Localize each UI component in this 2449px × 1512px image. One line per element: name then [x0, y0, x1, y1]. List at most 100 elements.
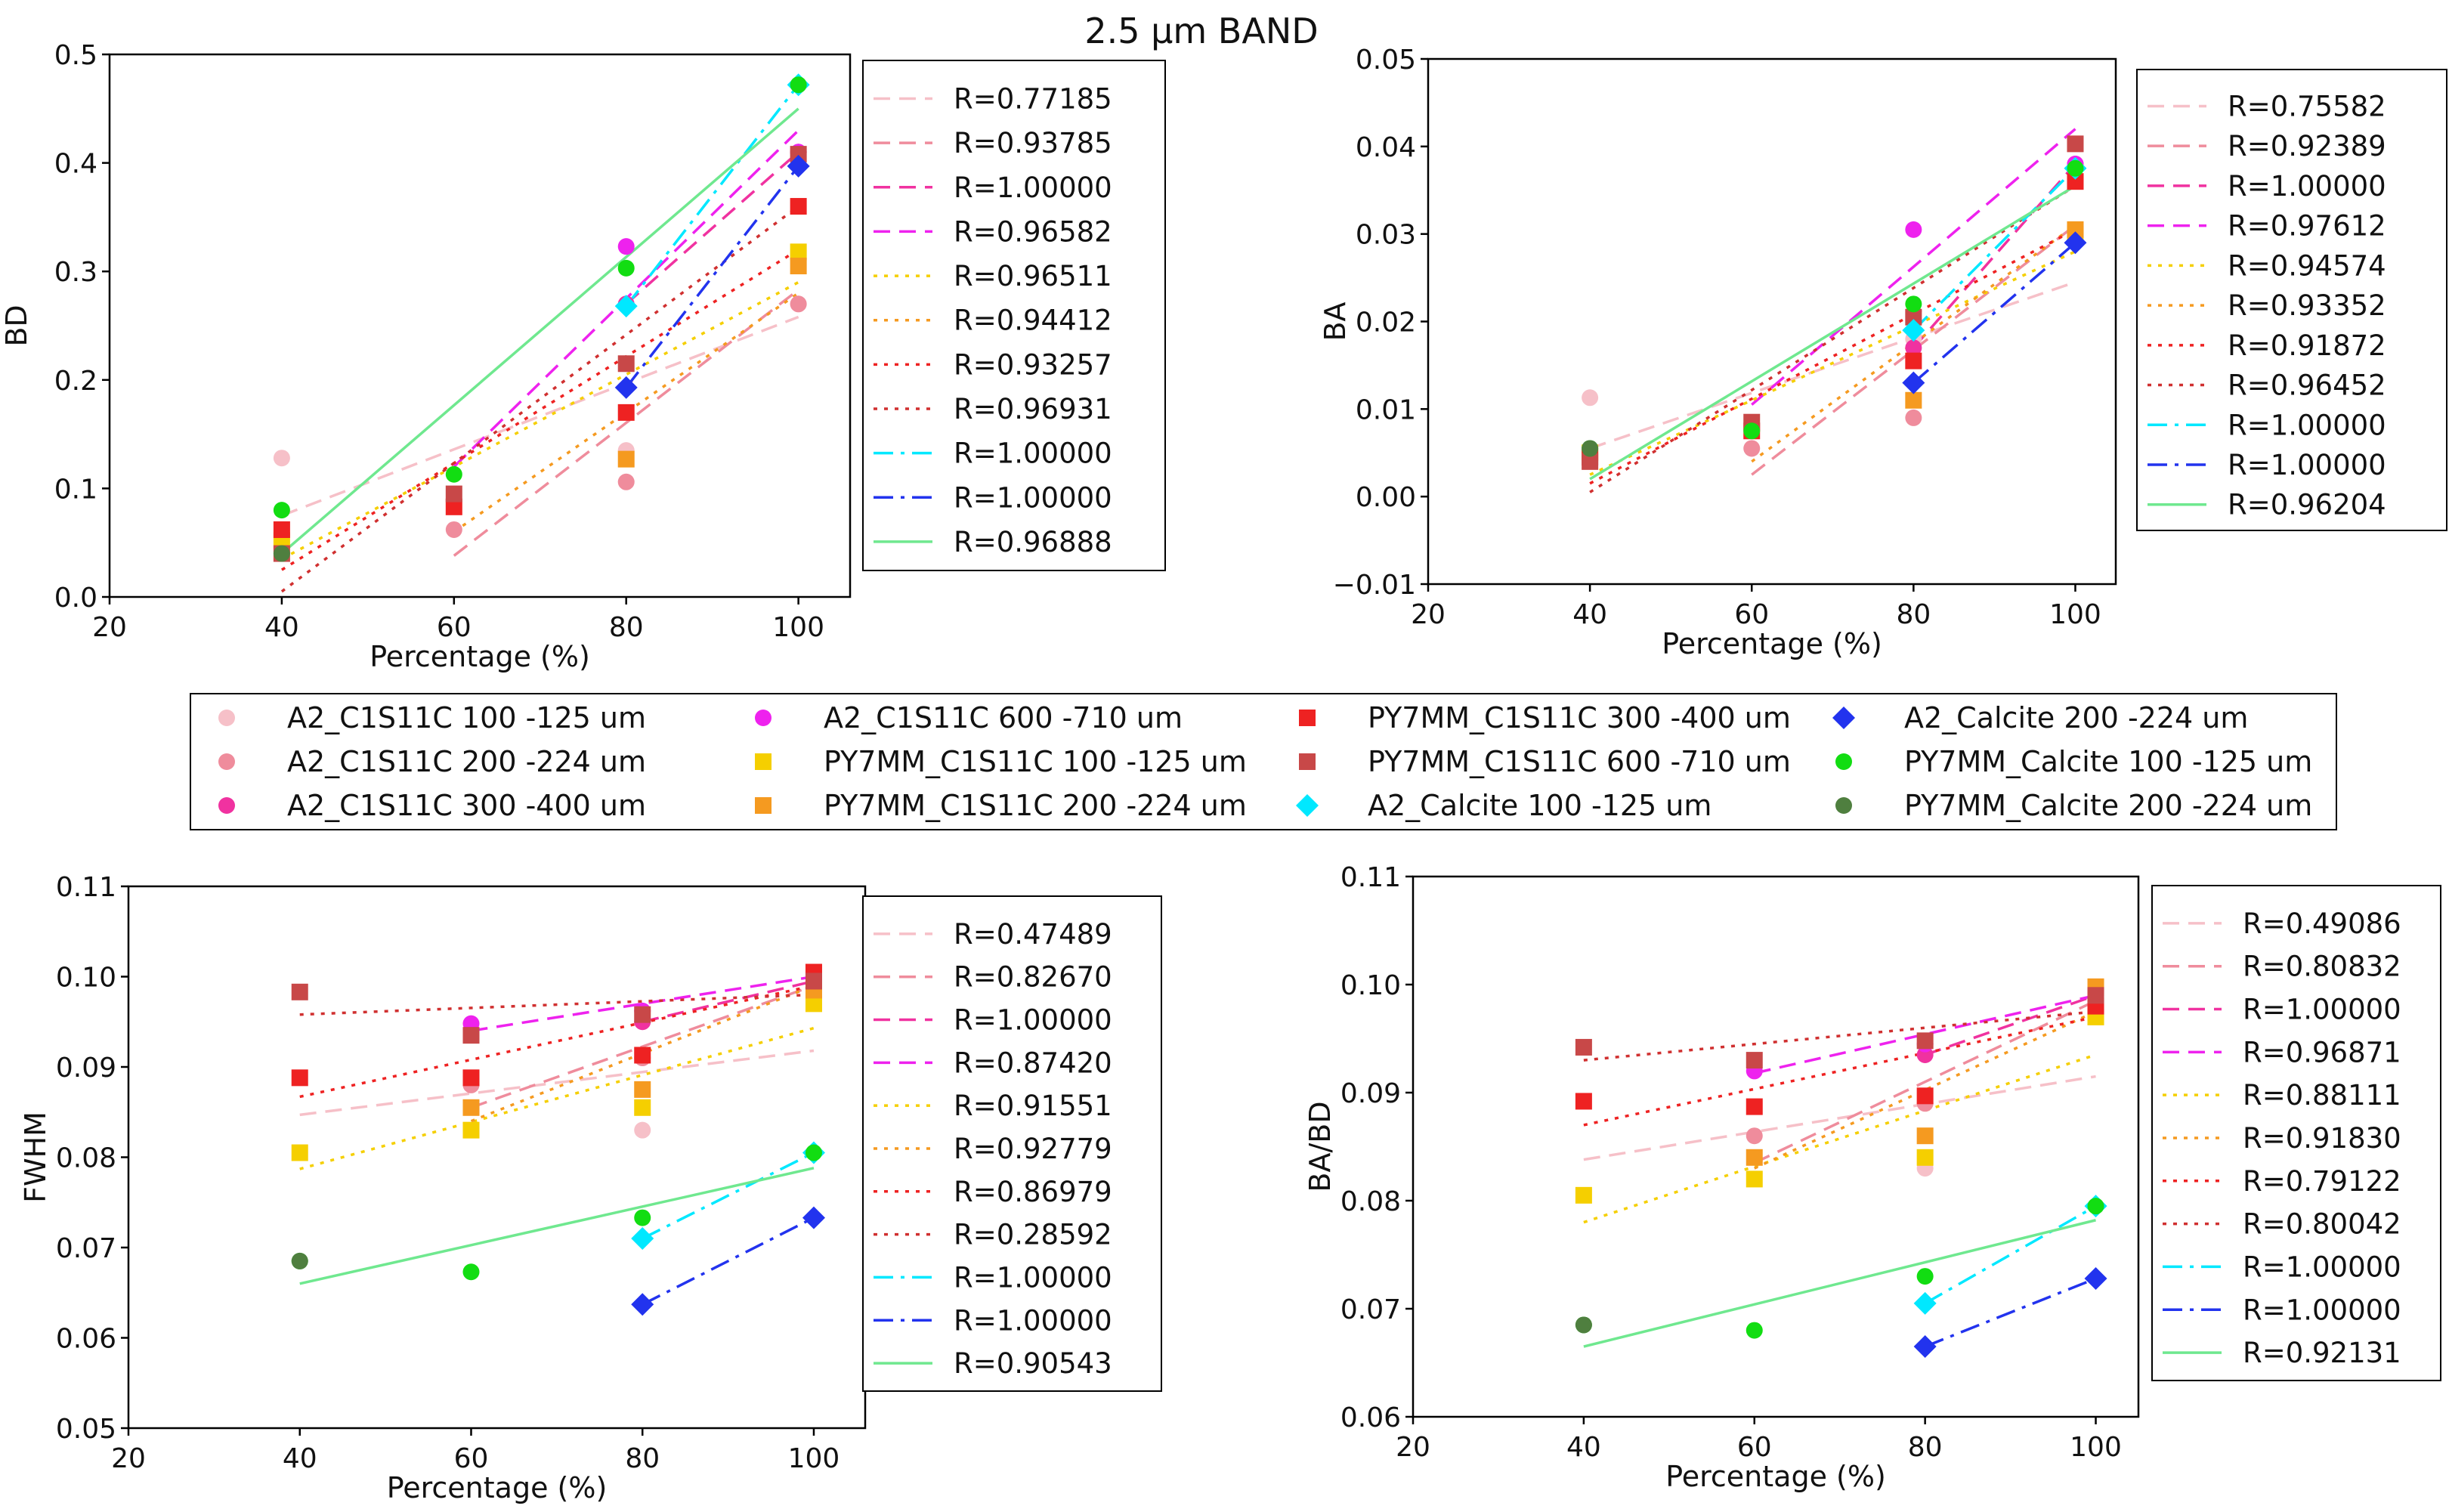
data-point-1-series-12: [273, 545, 290, 562]
r-legend-value-2: R=0.97612: [2228, 210, 2386, 243]
fit-line-1-series-2: [453, 289, 799, 557]
data-point-3-series-7: [634, 1047, 651, 1064]
fit-line-3-series-11: [299, 1167, 815, 1285]
r-legend-value-3: R=0.91551: [954, 1090, 1112, 1122]
data-point-1-series-11: [445, 465, 462, 483]
data-point-1-series-11: [790, 76, 807, 94]
data-point-1-series-2: [445, 521, 462, 538]
data-point-4-series-8: [1746, 1052, 1763, 1069]
data-point-2-series-7: [1905, 352, 1922, 369]
fit-line-2-series-11: [1589, 184, 2076, 481]
data-point-1-series-8: [445, 485, 462, 502]
data-point-2-series-6: [2067, 221, 2084, 238]
data-point-3-series-7: [291, 1069, 308, 1087]
r-legend-value-3: R=0.92779: [954, 1133, 1112, 1165]
series-legend-label: PY7MM_C1S11C 200 -224 um: [824, 789, 1247, 822]
series-legend-box: [190, 693, 2337, 830]
fit-line-3-series-3: [642, 979, 815, 1023]
data-point-3-series-10: [802, 1206, 825, 1229]
fit-line-2-series-9: [1913, 167, 2076, 332]
data-point-4-series-8: [1916, 1032, 1934, 1050]
data-point-1-series-8: [617, 355, 635, 373]
y-axis-label-1: BD: [0, 305, 33, 346]
data-point-1-series-2: [617, 473, 635, 490]
data-point-3-series-9: [631, 1227, 654, 1251]
r-legend-value-4: R=1.00000: [2243, 1294, 2401, 1326]
y-tick-label-2: 0.04: [1356, 132, 1416, 163]
data-point-3-series-5: [462, 1121, 480, 1139]
fit-line-3-series-9: [642, 1151, 815, 1240]
fit-line-2-series-4: [1751, 128, 2076, 406]
x-axis-label-1: Percentage (%): [370, 640, 590, 673]
data-point-2-series-4: [1905, 221, 1922, 238]
r-legend-value-4: R=0.79122: [2243, 1165, 2401, 1198]
data-point-4-series-11: [1746, 1322, 1763, 1339]
series-legend-label: PY7MM_Calcite 100 -125 um: [1904, 745, 2312, 778]
data-point-3-series-6: [634, 1081, 651, 1098]
fit-line-4-series-11: [1583, 1219, 2096, 1348]
fit-line-1-series-8: [280, 205, 799, 593]
series-legend-label: PY7MM_C1S11C 100 -125 um: [824, 745, 1247, 778]
series-legend-marker: [1296, 794, 1319, 817]
r-legend-value-1: R=0.94412: [954, 305, 1112, 337]
data-point-1-series-6: [790, 258, 807, 275]
series-legend-label: A2_C1S11C 200 -224 um: [287, 745, 646, 778]
r-legend-box-3: [862, 895, 1162, 1392]
fit-line-2-series-8: [1589, 184, 2076, 493]
fit-line-4-series-2: [1754, 999, 2097, 1164]
data-point-1-series-11: [617, 259, 635, 277]
y-tick-label-2: 0.01: [1356, 394, 1416, 425]
r-legend-value-4: R=0.92131: [2243, 1337, 2401, 1369]
r-legend-value-1: R=0.96888: [954, 526, 1112, 558]
data-point-1-series-7: [273, 521, 290, 538]
r-legend-value-2: R=1.00000: [2228, 449, 2386, 481]
series-legend-marker: [755, 753, 771, 770]
data-point-3-series-5: [805, 995, 822, 1013]
data-point-2-series-12: [1582, 440, 1599, 457]
data-point-1-series-7: [445, 498, 462, 515]
r-legend-value-3: R=0.86979: [954, 1176, 1112, 1208]
fit-line-3-series-4: [471, 975, 815, 1032]
r-legend-box-1: [862, 60, 1166, 571]
data-point-3-series-7: [462, 1069, 480, 1087]
y-tick-label-1: 0.0: [54, 583, 97, 614]
data-point-3-series-5: [291, 1144, 308, 1161]
r-legend-value-1: R=1.00000: [954, 438, 1112, 470]
y-tick-label-3: 0.11: [56, 872, 116, 903]
x-tick-label-3: 20: [111, 1443, 146, 1474]
y-tick-label-2: 0.03: [1356, 220, 1416, 251]
fit-line-4-series-5: [1583, 1053, 2097, 1224]
x-tick-label-3: 100: [788, 1443, 840, 1474]
x-axis-label-2: Percentage (%): [1662, 627, 1882, 660]
fit-line-1-series-5: [281, 281, 799, 561]
y-tick-label-4: 0.11: [1340, 862, 1401, 893]
plot-frame-1: [108, 53, 852, 598]
data-point-2-series-11: [2067, 159, 2084, 177]
r-legend-value-2: R=0.96204: [2228, 489, 2386, 521]
r-legend-value-4: R=0.88111: [2243, 1079, 2401, 1112]
fit-line-2-series-2: [1751, 224, 2076, 476]
data-point-1-series-8: [790, 146, 807, 163]
x-tick-label-3: 80: [625, 1443, 660, 1474]
series-legend-label: PY7MM_Calcite 200 -224 um: [1904, 789, 2312, 822]
data-point-1-series-4: [617, 238, 635, 255]
data-point-1-series-10: [787, 154, 810, 178]
data-point-3-series-12: [291, 1252, 308, 1269]
x-tick-label-4: 80: [1908, 1432, 1943, 1463]
r-legend-value-1: R=0.93785: [954, 127, 1112, 159]
y-tick-label-3: 0.08: [56, 1143, 116, 1174]
data-point-1-series-11: [273, 502, 290, 519]
data-point-3-series-11: [634, 1209, 651, 1226]
data-point-4-series-10: [1913, 1335, 1937, 1359]
data-point-1-series-9: [614, 295, 638, 318]
data-point-3-series-11: [462, 1263, 480, 1281]
series-legend-label: A2_Calcite 200 -224 um: [1904, 701, 2248, 734]
data-point-2-series-2: [1743, 440, 1761, 457]
data-point-3-series-6: [462, 1099, 480, 1116]
r-legend-value-2: R=0.93352: [2228, 289, 2386, 322]
x-tick-label-2: 20: [1411, 599, 1446, 630]
y-axis-label-4: BA/BD: [1303, 1101, 1337, 1192]
series-legend-label: PY7MM_C1S11C 600 -710 um: [1368, 745, 1791, 778]
r-legend-value-3: R=0.87420: [954, 1047, 1112, 1079]
data-point-3-series-5: [634, 1099, 651, 1116]
